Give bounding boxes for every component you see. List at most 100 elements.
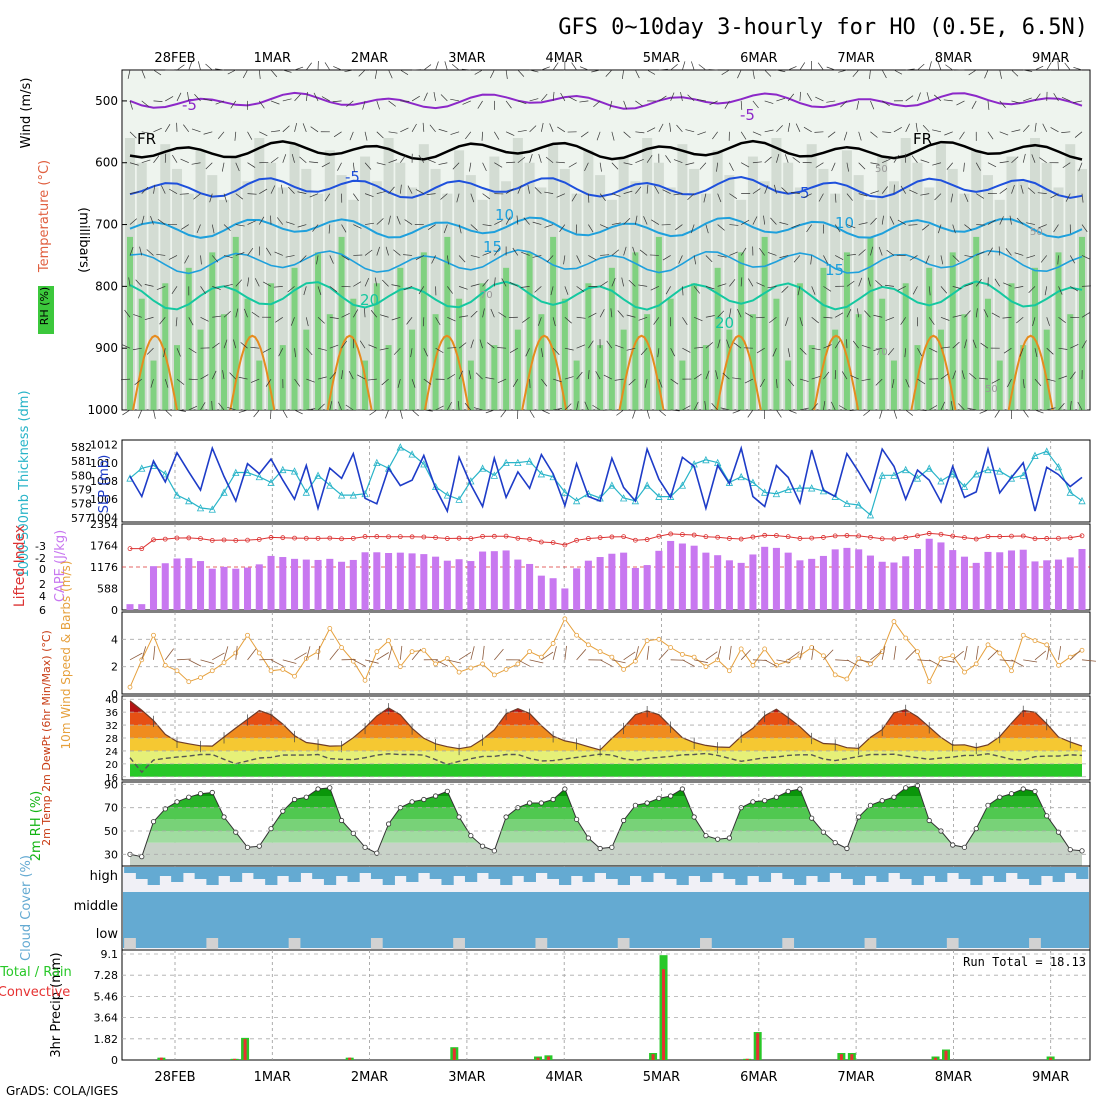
cloud-high-bar: [253, 867, 266, 879]
wind-barb: [740, 219, 750, 225]
wind-barb: [234, 131, 237, 141]
thickness-tick-label: 582: [71, 441, 92, 454]
wind-barb: [626, 314, 636, 318]
wind-barb: [611, 131, 615, 141]
rh-point: [1020, 786, 1026, 792]
wind-barb: [141, 186, 149, 194]
isotherm-label: 70: [480, 290, 493, 301]
surface-wind-barb: [811, 645, 814, 660]
precip-tick-label: 0: [111, 1054, 118, 1067]
wind-barb: [658, 409, 667, 417]
wind-barb: [653, 317, 660, 325]
wind-barb: [171, 286, 178, 295]
cape-bar: [349, 559, 357, 610]
surface-wind-barb: [388, 646, 393, 660]
wind-barb: [682, 286, 684, 296]
wind-speed-point: [597, 649, 603, 655]
wind-barb: [946, 162, 953, 170]
wind-barb: [834, 224, 841, 233]
rh-moist-band: [444, 236, 451, 410]
wind-barb: [870, 100, 875, 110]
wind-barb: [649, 254, 659, 256]
panel-frame: [121, 611, 1091, 695]
wind-barb: [717, 310, 725, 318]
wind-barb: [584, 162, 589, 172]
surface-wind-barb: [682, 659, 695, 667]
wind-barb: [505, 131, 515, 136]
wind-barb: [403, 286, 413, 291]
wind-speed-point: [515, 661, 521, 667]
rh-point: [174, 799, 180, 805]
lifted-index-point: [127, 546, 133, 552]
cloud-low-gap: [782, 938, 795, 949]
wind-barb: [932, 162, 942, 166]
thickness-point: [619, 494, 628, 502]
cloud-high-bar: [700, 867, 713, 882]
wind-barb: [715, 370, 718, 380]
wind-barb: [791, 224, 801, 229]
wind-speed-point: [973, 661, 979, 667]
wind-barb: [1034, 65, 1044, 71]
wind-barb: [129, 100, 133, 110]
wind-barb: [552, 62, 559, 71]
lifted-index-point: [656, 533, 662, 539]
lifted-index-point: [268, 535, 274, 540]
rh-moist-band: [1020, 345, 1027, 410]
wind-barb: [703, 193, 707, 203]
slp-axis-label: SLP (mb): [97, 455, 112, 514]
wind-barb: [193, 193, 201, 200]
cloud-high-bar: [664, 867, 678, 879]
wind-barb: [175, 317, 178, 327]
thickness-point: [502, 458, 510, 467]
rh-point: [726, 835, 733, 841]
cloud-low-gap: [617, 938, 630, 949]
cape-tick-label: 1764: [90, 540, 118, 553]
rh-moist-band: [456, 298, 463, 410]
wind-barb: [571, 193, 577, 202]
thickness-point: [737, 472, 745, 481]
lifted-index-point: [339, 536, 344, 542]
wind-barb: [999, 161, 1009, 164]
cape-tick-label: 588: [97, 583, 118, 596]
wind-barb: [693, 255, 697, 265]
wind-barb: [628, 279, 636, 287]
wind-barb: [646, 184, 649, 194]
wind-barb: [435, 317, 441, 326]
wind-barb: [952, 370, 957, 380]
rh-point: [221, 814, 227, 820]
cape-bar: [866, 555, 874, 610]
rh-shade-band: [900, 138, 911, 410]
wind-barb: [1026, 222, 1036, 225]
wind-barb: [135, 279, 143, 287]
thickness-point: [1043, 447, 1051, 455]
rh-moist-band: [714, 267, 721, 410]
wind-speed-point: [221, 660, 227, 665]
pressure-tick: 1000: [87, 403, 118, 417]
lifted-index-point: [1044, 536, 1050, 541]
wind-barb: [599, 281, 608, 287]
rh-point: [597, 845, 603, 852]
wind-barb: [509, 281, 519, 287]
wind-barb: [1022, 379, 1025, 389]
wind-barb: [674, 224, 683, 231]
wind-barb: [407, 185, 413, 194]
wind-barb: [774, 184, 777, 194]
cloud-low-gap: [700, 938, 712, 949]
wind-barb: [776, 379, 778, 389]
wind-barb: [238, 409, 248, 413]
wind-barb: [222, 370, 225, 380]
wind-barb: [553, 408, 563, 411]
thickness-point: [302, 488, 310, 496]
wind-speed-point: [174, 668, 180, 674]
wind-barb: [611, 249, 620, 256]
wind-barb: [887, 347, 895, 356]
wind-barb: [795, 123, 801, 132]
cloud-high-bar: [1040, 867, 1054, 876]
surface-wind-barb: [353, 659, 366, 667]
wind-barb: [811, 286, 816, 295]
wind-barb: [850, 375, 859, 380]
surface-wind-barb: [247, 648, 257, 661]
wind-barb: [270, 130, 281, 133]
temperature-legend-label: Temperature (°C): [37, 160, 52, 273]
wind-barb: [235, 252, 245, 256]
